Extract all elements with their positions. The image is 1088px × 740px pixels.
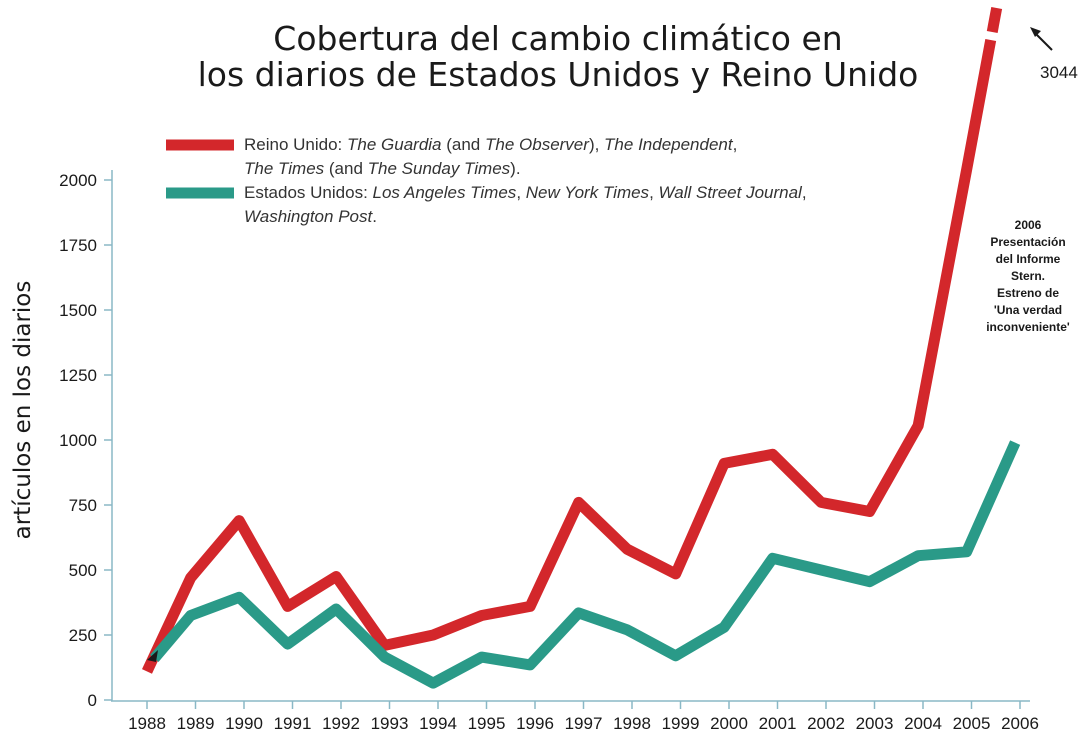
legend-text-span: The Independent xyxy=(604,135,734,154)
legend-text-span: , xyxy=(802,183,807,202)
x-tick-label-1991: 1991 xyxy=(274,714,312,733)
y-tick-label-1500: 1500 xyxy=(59,301,97,320)
axes xyxy=(111,170,1030,702)
annotation-0-line-4: Stern. xyxy=(1011,269,1045,283)
x-tick-label-2003: 2003 xyxy=(856,714,894,733)
legend-text-span: Washington Post xyxy=(244,207,373,226)
series-line-uk xyxy=(142,38,997,674)
x-tick-label-1997: 1997 xyxy=(565,714,603,733)
legend-text-span: . xyxy=(372,207,377,226)
x-tick-label-1994: 1994 xyxy=(419,714,457,733)
x-tick-label-1992: 1992 xyxy=(322,714,360,733)
y-axis-label-text: artículos en los diarios xyxy=(10,281,36,540)
x-tick-label-1999: 1999 xyxy=(662,714,700,733)
legend-text-span: , xyxy=(516,183,525,202)
y-tick-label-0: 0 xyxy=(88,691,97,710)
start-marker xyxy=(147,650,158,662)
x-tick-label-1990: 1990 xyxy=(225,714,263,733)
annotation-0-line-6: 'Una verdad xyxy=(994,303,1062,317)
legend-text-span: , xyxy=(649,183,658,202)
legend-text-span: ), xyxy=(589,135,604,154)
legend-text-span: The Observer xyxy=(485,135,590,154)
x-tick-label-2001: 2001 xyxy=(759,714,797,733)
legend-text-span: , xyxy=(733,135,738,154)
legend-text-span: Estados Unidos: xyxy=(244,183,373,202)
series-line-uk-peak-segment xyxy=(986,6,1003,34)
annotation-0-line-5: Estreno de xyxy=(997,286,1059,300)
legend: Reino Unido: The Guardia (and The Observ… xyxy=(166,135,807,226)
y-tick-label-1250: 1250 xyxy=(59,366,97,385)
legend-text-span: The Times xyxy=(244,159,325,178)
x-tick-label-1988: 1988 xyxy=(128,714,166,733)
annotations: 3044 2006 Presentación del Informe Stern. Est… xyxy=(986,27,1078,334)
x-tick-label-2004: 2004 xyxy=(904,714,942,733)
x-tick-label-1993: 1993 xyxy=(371,714,409,733)
y-tick-label-250: 250 xyxy=(69,626,97,645)
peak-value-label: 3044 xyxy=(1040,63,1078,82)
x-tick-label-2006: 2006 xyxy=(1001,714,1039,733)
y-axis-ticks: 0 250 500 750 1000 1250 1500 1750 2000 xyxy=(59,171,112,710)
legend-text-span: Los Angeles Times xyxy=(373,183,517,202)
chart-title-line-2: los diarios de Estados Unidos y Reino Un… xyxy=(198,55,919,94)
series-line-us xyxy=(150,440,1021,689)
y-tick-label-1750: 1750 xyxy=(59,236,97,255)
y-tick-label-500: 500 xyxy=(69,561,97,580)
y-tick-label-1000: 1000 xyxy=(59,431,97,450)
legend-text-uk-line-2: The Times (and The Sunday Times). xyxy=(244,159,521,178)
legend-text-uk-line-1: Reino Unido: The Guardia (and The Observ… xyxy=(244,135,737,154)
x-tick-label-1995: 1995 xyxy=(468,714,506,733)
legend-text-span: (and xyxy=(324,159,367,178)
x-tick-label-2002: 2002 xyxy=(807,714,845,733)
x-tick-label-2000: 2000 xyxy=(710,714,748,733)
x-tick-label-1996: 1996 xyxy=(516,714,554,733)
legend-text-us-line-1: Estados Unidos: Los Angeles Times, New Y… xyxy=(244,183,807,202)
legend-text-span: ). xyxy=(510,159,520,178)
series-lines xyxy=(142,6,1021,689)
x-tick-label-2005: 2005 xyxy=(953,714,991,733)
y-tick-label-750: 750 xyxy=(69,496,97,515)
annotation-0-line-1: 2006 xyxy=(1015,218,1042,232)
legend-text-span: The Sunday Times xyxy=(368,159,511,178)
y-tick-label-2000: 2000 xyxy=(59,171,97,190)
legend-text-span: New York Times xyxy=(526,183,650,202)
x-axis-ticks: 1988 1989 1990 1991 1992 1993 1994 1995 1996 1997… xyxy=(128,701,1039,733)
annotation-0-line-3: del Informe xyxy=(996,252,1061,266)
peak-arrow-head xyxy=(1030,27,1041,37)
legend-text-span: Wall Street Journal xyxy=(659,183,804,202)
x-tick-label-1998: 1998 xyxy=(613,714,651,733)
legend-text-span: (and xyxy=(442,135,485,154)
legend-text-us-line-2: Washington Post. xyxy=(244,207,377,226)
legend-text-span: The Guardia xyxy=(347,135,442,154)
y-axis-label: artículos en los diarios xyxy=(10,281,36,540)
legend-text-span: Reino Unido: xyxy=(244,135,347,154)
annotation-0-line-2: Presentación xyxy=(990,235,1065,249)
x-tick-label-1989: 1989 xyxy=(177,714,215,733)
annotation-0-line-7: inconveniente' xyxy=(986,320,1070,334)
chart-title-line-1: Cobertura del cambio climático en xyxy=(273,19,842,58)
